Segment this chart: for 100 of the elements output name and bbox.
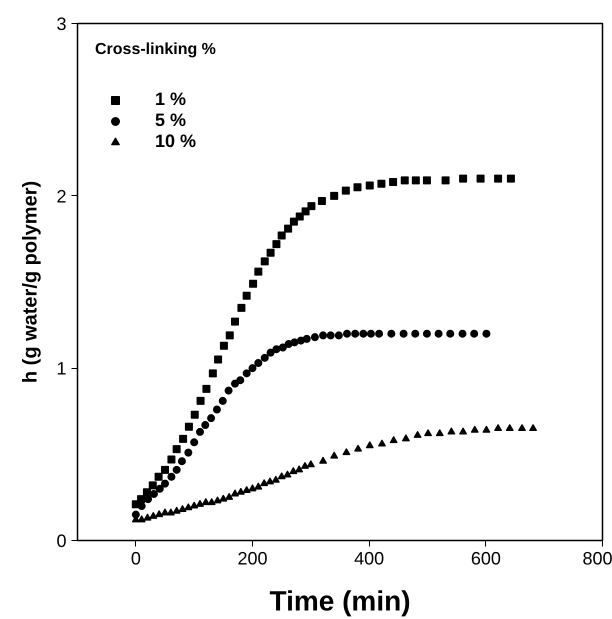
- point: [219, 494, 228, 502]
- point: [178, 504, 186, 512]
- point: [254, 482, 262, 490]
- point: [482, 330, 490, 338]
- legend-title: Cross-linking %: [95, 41, 216, 59]
- point: [366, 181, 374, 190]
- point: [190, 410, 199, 419]
- point: [167, 472, 176, 481]
- point: [319, 456, 328, 464]
- point: [224, 386, 233, 395]
- point: [302, 207, 310, 216]
- point: [266, 348, 275, 357]
- point: [161, 508, 169, 516]
- point: [334, 331, 343, 340]
- point: [242, 292, 251, 300]
- point: [201, 421, 210, 430]
- point: [231, 318, 239, 326]
- point: [351, 330, 360, 338]
- point: [196, 396, 205, 405]
- y-tick-label: 2: [56, 186, 67, 206]
- point: [236, 488, 245, 495]
- point: [436, 429, 444, 436]
- point: [248, 364, 256, 372]
- point: [202, 498, 210, 506]
- legend-label: 1 %: [155, 89, 186, 110]
- point: [289, 467, 298, 474]
- point: [366, 330, 375, 338]
- y-tick-label: 3: [56, 14, 67, 34]
- point: [138, 502, 146, 510]
- point: [459, 427, 468, 434]
- point: [319, 331, 328, 340]
- x-tick-label: 800: [582, 548, 612, 568]
- point: [190, 501, 198, 509]
- x-tick-label: 600: [470, 548, 501, 568]
- point: [342, 448, 350, 456]
- point: [272, 345, 280, 354]
- point: [248, 484, 256, 492]
- point: [161, 480, 169, 488]
- point: [184, 422, 193, 431]
- point: [207, 414, 216, 422]
- x-tick-label: 0: [130, 548, 141, 568]
- point: [470, 426, 479, 433]
- point: [161, 466, 169, 474]
- point: [400, 176, 409, 184]
- point: [220, 342, 228, 350]
- point: [377, 180, 386, 188]
- point: [284, 224, 292, 233]
- point: [470, 330, 478, 338]
- point: [387, 330, 396, 338]
- point: [330, 192, 338, 200]
- point: [144, 495, 152, 504]
- point: [310, 333, 319, 342]
- point: [226, 331, 234, 340]
- point: [442, 176, 450, 184]
- point: [366, 441, 374, 448]
- point: [476, 174, 485, 183]
- point: [318, 197, 326, 206]
- point: [518, 424, 526, 432]
- point: [296, 212, 304, 221]
- point: [208, 369, 217, 378]
- point: [225, 492, 234, 500]
- point: [242, 486, 251, 494]
- point: [411, 330, 420, 338]
- point: [295, 465, 304, 472]
- point: [458, 330, 466, 338]
- point: [354, 183, 362, 192]
- point: [278, 231, 286, 240]
- point: [237, 304, 246, 312]
- point: [254, 268, 262, 276]
- point: [326, 331, 335, 340]
- point: [155, 510, 164, 518]
- point: [218, 396, 227, 405]
- y-tick-label: 1: [56, 358, 67, 379]
- x-tick-label: 200: [237, 548, 268, 568]
- x-tick-label: 400: [354, 548, 384, 568]
- point: [154, 472, 163, 481]
- y-tick-label: 0: [56, 531, 67, 551]
- point: [330, 452, 338, 459]
- point: [278, 472, 286, 480]
- point: [306, 460, 315, 468]
- y-axis-title: h (g water/g polymer): [19, 180, 42, 384]
- point: [302, 334, 311, 343]
- point: [167, 456, 176, 464]
- point: [149, 512, 158, 519]
- point: [236, 376, 244, 384]
- point: [412, 176, 420, 184]
- point: [389, 178, 398, 186]
- point: [179, 434, 188, 443]
- point: [272, 240, 280, 248]
- point: [254, 359, 262, 367]
- point: [422, 330, 431, 338]
- x-axis-title: Time (min): [269, 586, 411, 616]
- point: [400, 330, 408, 338]
- point: [212, 406, 221, 414]
- point: [378, 439, 386, 447]
- point: [354, 444, 362, 452]
- point: [494, 424, 502, 432]
- point: [447, 427, 456, 434]
- point: [172, 445, 181, 454]
- point: [290, 218, 298, 226]
